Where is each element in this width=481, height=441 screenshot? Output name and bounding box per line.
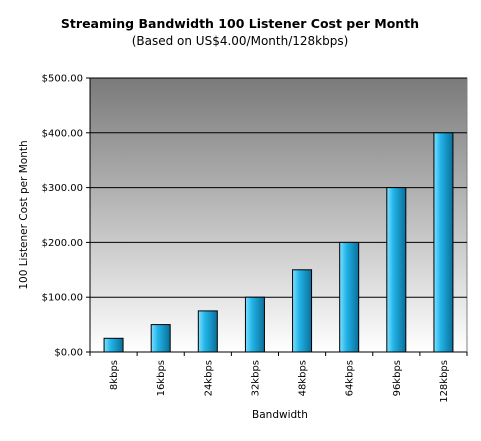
y-tick-label: $500.00 (42, 74, 83, 85)
bar-16kbps (150, 324, 171, 353)
plot-area (89, 77, 468, 353)
x-tick-label: 48kbps (298, 360, 309, 396)
x-tick-label: 128kbps (439, 360, 450, 403)
y-tick-label: $0.00 (54, 348, 83, 359)
y-axis-label: 100 Listener Cost per Month (18, 140, 30, 289)
bar-24kbps (197, 310, 218, 353)
y-tick-label: $100.00 (42, 293, 83, 304)
x-tick-label: 24kbps (203, 360, 214, 396)
x-tick-label: 8kbps (109, 360, 120, 390)
y-axis-ticks: $0.00 $100.00 $200.00 $300.00 $400.00 $500.00 (42, 74, 90, 359)
chart-title: Streaming Bandwidth 100 Listener Cost pe… (61, 16, 419, 31)
x-tick-label: 16kbps (156, 360, 167, 396)
bar-32kbps (244, 296, 265, 353)
bar-96kbps (386, 187, 407, 353)
bar-64kbps (339, 241, 360, 353)
y-tick-label: $200.00 (42, 238, 83, 249)
chart-subtitle: (Based on US$4.00/Month/128kbps) (132, 34, 349, 48)
y-tick-label: $300.00 (42, 183, 83, 194)
x-axis-label: Bandwidth (252, 409, 308, 421)
bar-48kbps (292, 269, 313, 353)
x-tick-label: 96kbps (392, 360, 403, 396)
bar-128kbps (433, 132, 454, 353)
x-tick-label: 64kbps (345, 360, 356, 396)
x-axis-ticks: 8kbps 16kbps 24kbps 32kbps 48kbps 64kbps 96kbp… (89, 352, 468, 403)
bar-8kbps (103, 337, 124, 353)
x-tick-label: 32kbps (250, 360, 261, 396)
y-tick-label: $400.00 (42, 128, 83, 139)
